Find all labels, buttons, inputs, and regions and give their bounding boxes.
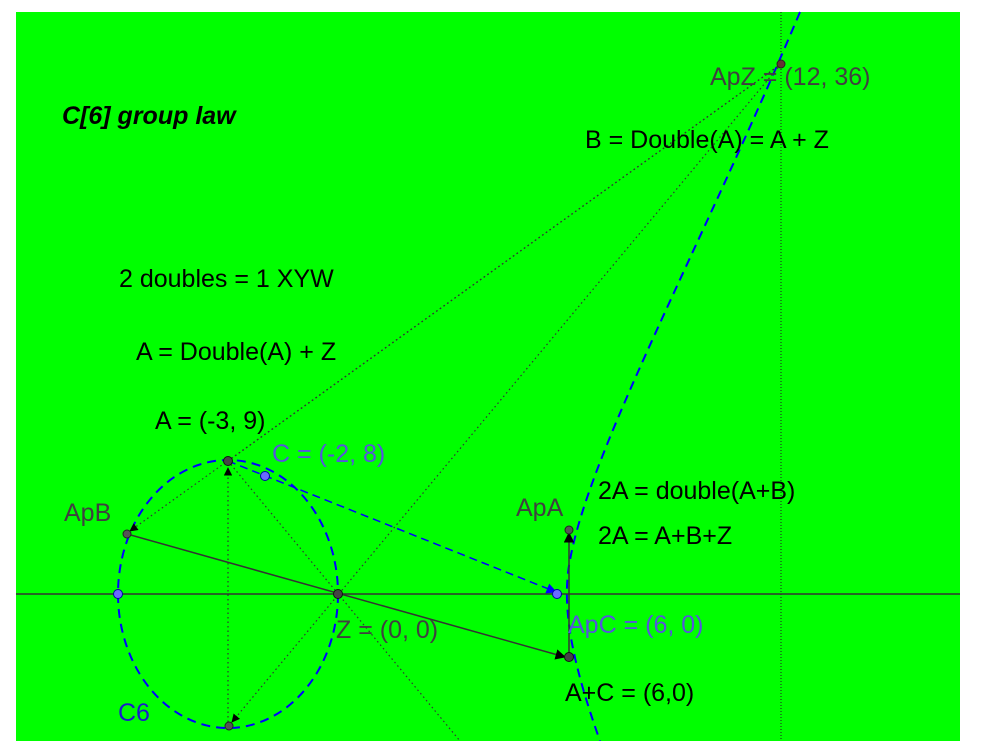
label-apc: ApC = (6, 0) <box>568 611 703 639</box>
point-aplusc[interactable] <box>564 652 574 662</box>
point-apa[interactable] <box>564 525 574 535</box>
point-apz[interactable] <box>776 59 786 69</box>
label-aplusc: A+C = (6,0) <box>565 679 694 707</box>
text-2a-double: 2A = double(A+B) <box>598 477 795 505</box>
point-c[interactable] <box>260 471 270 481</box>
label-c6-curve: C6 <box>118 699 150 727</box>
graphics-background <box>16 12 960 741</box>
figure-title: C[6] group law <box>62 102 237 130</box>
label-apb: ApB <box>64 499 111 527</box>
label-a: A = (-3, 9) <box>155 407 265 435</box>
dotted-line-a-apz <box>227 63 782 462</box>
text-2a-sum: 2A = A+B+Z <box>598 522 732 550</box>
label-apz: ApZ = (12, 36) <box>710 63 871 91</box>
text-a-double: A = Double(A) + Z <box>136 338 336 366</box>
point-apb[interactable] <box>122 529 132 539</box>
label-z: Z = (0, 0) <box>336 616 438 644</box>
curve-right-branch <box>565 11 801 741</box>
dotted-line-apz-bottom <box>231 63 782 723</box>
point-z[interactable] <box>333 589 343 599</box>
chord-a-to-apc <box>227 460 557 594</box>
text-b-double: B = Double(A) = A + Z <box>585 126 829 154</box>
label-apa: ApA <box>516 494 564 522</box>
point-apc[interactable] <box>552 589 562 599</box>
point-left-axis[interactable] <box>113 589 123 599</box>
arrow-apb-to-aplusc <box>126 533 567 660</box>
label-c: C = (-2, 8) <box>272 440 385 468</box>
text-doubles: 2 doubles = 1 XYW <box>119 265 334 293</box>
point-a[interactable] <box>223 456 233 466</box>
point-bottom[interactable] <box>224 721 234 731</box>
